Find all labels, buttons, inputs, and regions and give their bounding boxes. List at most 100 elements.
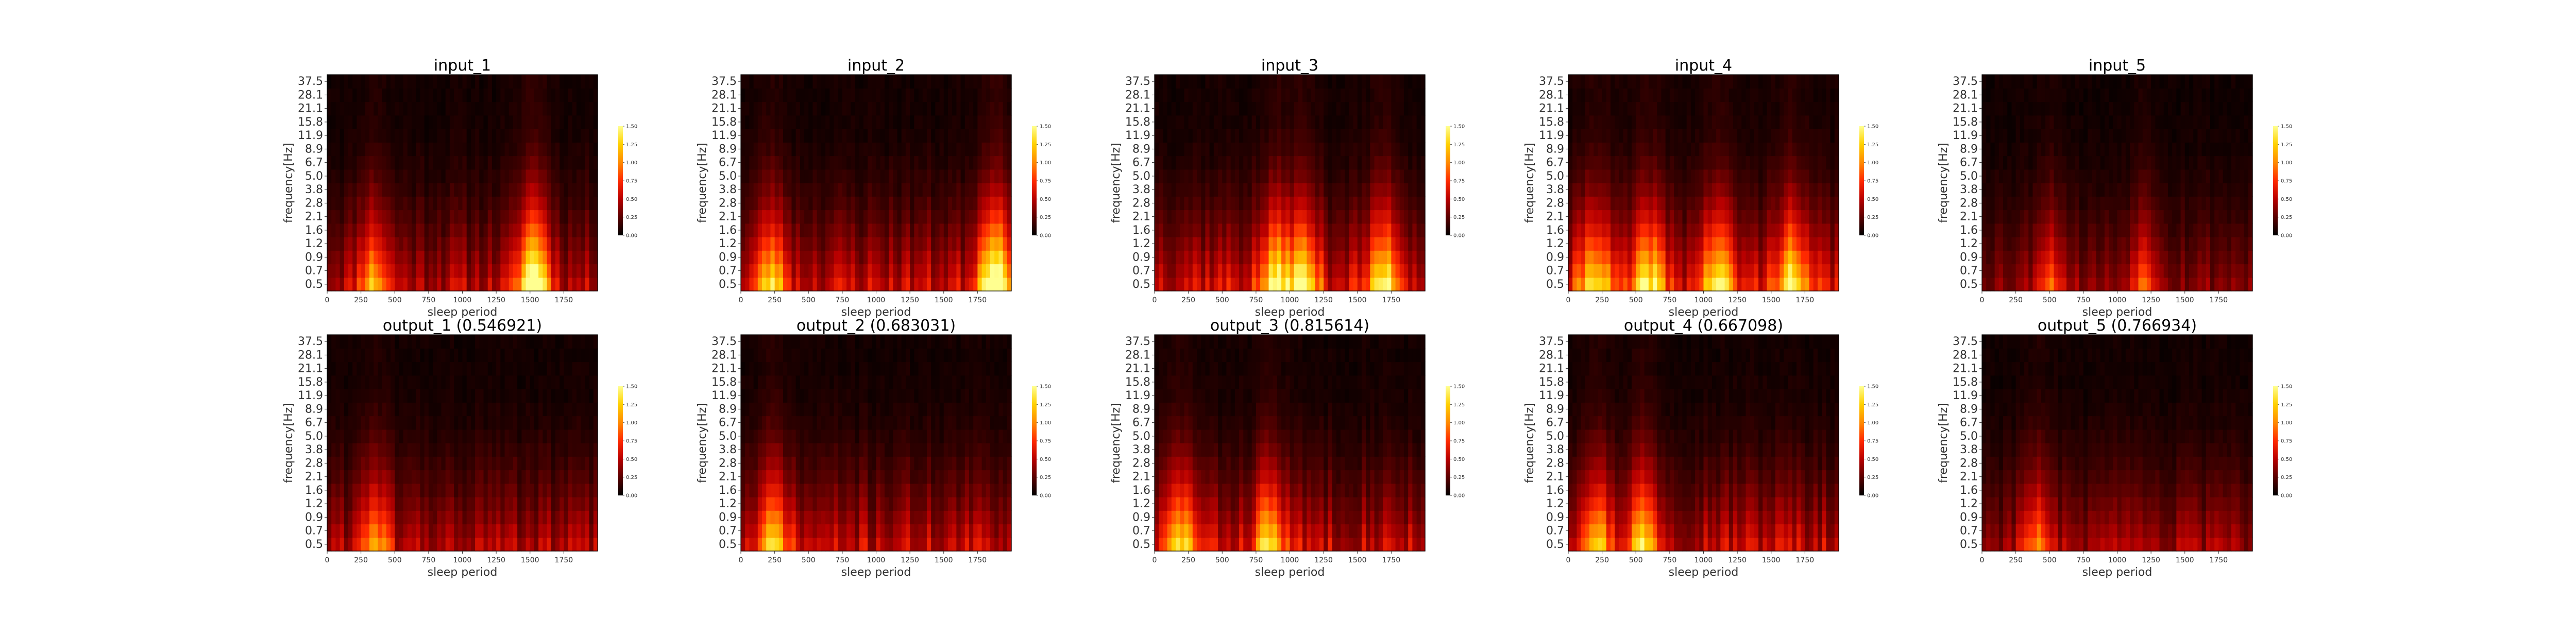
heatmap-cell <box>1775 237 1780 251</box>
heatmap-cell <box>1792 75 1797 89</box>
heatmap-cell <box>1408 210 1413 224</box>
heatmap-cell <box>977 129 982 143</box>
heatmap-cell <box>1990 264 1995 278</box>
heatmap-cell <box>2045 183 2050 197</box>
heatmap-cell <box>1648 183 1653 197</box>
heatmap-cell <box>470 237 476 251</box>
heatmap-cell <box>947 196 953 211</box>
heatmap-cell <box>1792 210 1797 224</box>
heatmap-cell <box>1585 237 1590 251</box>
heatmap-cell <box>530 223 535 237</box>
heatmap-cell <box>2079 277 2084 291</box>
heatmap-cell <box>821 183 826 197</box>
heatmap-cell <box>1724 237 1730 251</box>
heatmap-cell <box>2049 156 2055 170</box>
heatmap-cell <box>344 142 349 157</box>
y-tick-label: 21.1 <box>1125 102 1150 115</box>
heatmap-cell <box>872 88 877 102</box>
heatmap-cell <box>560 169 564 183</box>
heatmap-cell <box>572 277 577 291</box>
heatmap-cell <box>1395 183 1400 197</box>
heatmap-cell <box>517 75 522 89</box>
heatmap-cell <box>1247 210 1252 224</box>
heatmap-cell <box>1209 115 1214 129</box>
colorbar-tick-label: 0.00 <box>1867 233 1878 239</box>
heatmap-cell <box>1007 142 1012 157</box>
heatmap-cell <box>1340 250 1345 265</box>
heatmap-cell <box>1994 101 1999 116</box>
heatmap-cell <box>998 250 1004 265</box>
heatmap-cell <box>526 101 531 116</box>
heatmap-cell <box>1686 223 1691 237</box>
heatmap-cell <box>1598 264 1603 278</box>
heatmap-cell <box>1003 264 1008 278</box>
heatmap-cell <box>1572 237 1577 251</box>
heatmap-cell <box>1243 264 1248 278</box>
heatmap-cell <box>369 75 374 89</box>
heatmap-cell <box>2007 169 2012 183</box>
heatmap-cell <box>1585 223 1590 237</box>
heatmap-cell <box>762 129 767 143</box>
heatmap-cell <box>1340 101 1345 116</box>
heatmap-cell <box>1619 142 1624 157</box>
heatmap-cell <box>1213 156 1218 170</box>
heatmap-cell <box>1589 223 1594 237</box>
heatmap-cell <box>1349 115 1354 129</box>
heatmap-cell <box>407 264 412 278</box>
heatmap-cell <box>1674 142 1679 157</box>
heatmap-cell <box>1176 250 1180 265</box>
heatmap-cell <box>327 88 332 102</box>
heatmap-cell <box>2058 88 2063 102</box>
colorbar-tick-label: 1.00 <box>1453 160 1465 166</box>
heatmap-cell <box>2045 88 2050 102</box>
heatmap-cell <box>1399 156 1404 170</box>
heatmap-cell <box>1277 196 1282 211</box>
heatmap-cell <box>547 196 552 211</box>
heatmap-cell <box>585 115 590 129</box>
heatmap-cell <box>572 88 577 102</box>
heatmap-cell <box>1163 277 1168 291</box>
heatmap-cell <box>1834 223 1839 237</box>
heatmap-cell <box>424 101 429 116</box>
heatmap-cell <box>2020 101 2025 116</box>
heatmap-cell <box>880 142 885 157</box>
heatmap-cell <box>1611 210 1615 224</box>
heatmap-cell <box>1336 115 1341 129</box>
heatmap-cell <box>331 169 336 183</box>
heatmap-cell <box>1171 250 1176 265</box>
heatmap-cell <box>479 169 484 183</box>
heatmap-cell <box>2045 264 2050 278</box>
heatmap-cell <box>1817 223 1822 237</box>
heatmap-cell <box>424 210 429 224</box>
heatmap-cell <box>762 88 767 102</box>
heatmap-cell <box>1817 250 1822 265</box>
heatmap-cell <box>589 183 594 197</box>
heatmap-cell <box>1395 237 1400 251</box>
heatmap-cell <box>2075 210 2080 224</box>
heatmap-cell <box>2079 115 2084 129</box>
heatmap-cell <box>851 264 856 278</box>
heatmap-cell <box>1285 196 1291 211</box>
y-axis-label: frequency[Hz] <box>1523 143 1536 223</box>
heatmap-cell <box>2075 75 2080 89</box>
heatmap-cell <box>403 142 408 157</box>
heatmap-cell <box>1602 277 1607 291</box>
heatmap-cell <box>407 88 412 102</box>
heatmap-cell <box>538 129 543 143</box>
heatmap-cell <box>1366 156 1370 170</box>
heatmap-cell <box>2032 237 2038 251</box>
heatmap-cell <box>986 237 991 251</box>
heatmap-cell <box>2011 101 2016 116</box>
heatmap-cell <box>437 88 442 102</box>
heatmap-cell <box>1243 88 1248 102</box>
heatmap-cell <box>357 101 362 116</box>
heatmap-cell <box>504 277 510 291</box>
heatmap-cell <box>1665 129 1670 143</box>
heatmap-cell <box>1750 223 1755 237</box>
heatmap-cell <box>1213 129 1218 143</box>
heatmap-cell <box>1247 264 1252 278</box>
heatmap-cell <box>2071 129 2076 143</box>
heatmap-cell <box>1298 223 1303 237</box>
y-tick-label: 1.2 <box>305 237 323 250</box>
heatmap-cell <box>1982 277 1987 291</box>
